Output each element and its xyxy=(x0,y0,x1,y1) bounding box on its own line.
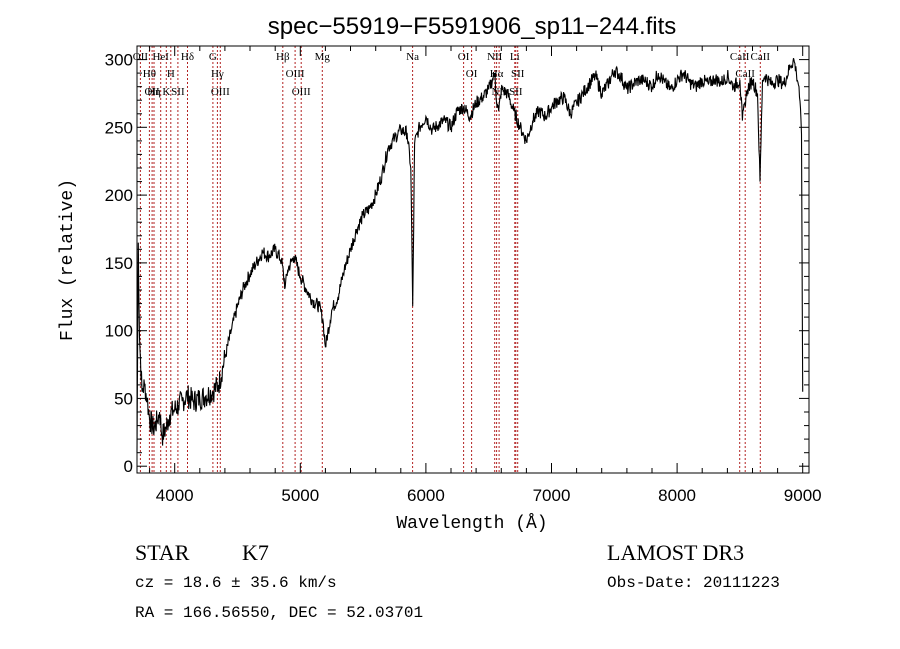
y-tick-label-5: 250 xyxy=(105,118,133,137)
x-tick-label-2: 6000 xyxy=(407,486,445,505)
object-subclass: K7 xyxy=(242,540,269,565)
line-markers xyxy=(139,46,761,473)
x-tick-label-1: 5000 xyxy=(281,486,319,505)
x-tick-label-3: 7000 xyxy=(533,486,571,505)
x-tick-label-4: 8000 xyxy=(658,486,696,505)
marker-label-0: OII xyxy=(133,51,149,63)
y-tick-label-1: 50 xyxy=(114,389,133,408)
marker-label-7: SII xyxy=(171,86,185,98)
y-tick-label-3: 150 xyxy=(105,254,133,273)
coordinates-readout: RA = 166.56550, DEC = 52.03701 xyxy=(135,604,424,622)
survey-name: LAMOST DR3 xyxy=(607,540,745,565)
object-class: STAR xyxy=(135,540,190,565)
marker-label-25: CaII xyxy=(730,51,750,63)
chart-title: spec−55919−F5591906_sp11−244.fits xyxy=(268,13,677,40)
marker-label-10: Hγ xyxy=(211,68,224,80)
marker-label-14: OIII xyxy=(292,86,311,98)
marker-label-8: Hδ xyxy=(181,51,194,63)
x-axis-label: Wavelength (Å) xyxy=(396,513,547,534)
y-tick-label-2: 100 xyxy=(105,322,133,341)
marker-label-9: G xyxy=(209,51,217,63)
marker-label-23: SII xyxy=(509,86,523,98)
x-tick-label-0: 4000 xyxy=(156,486,194,505)
marker-label-19: NII xyxy=(487,51,503,63)
marker-label-5: K xyxy=(162,86,170,98)
marker-label-12: Hβ xyxy=(276,51,290,63)
y-tick-label-4: 200 xyxy=(105,186,133,205)
spectrum-line xyxy=(136,58,804,453)
marker-label-2: OII xyxy=(144,86,160,98)
marker-label-20: Hα xyxy=(490,68,504,80)
marker-label-13: OIII xyxy=(286,68,305,80)
marker-label-26: CaII xyxy=(735,68,755,80)
marker-label-27: CaII xyxy=(751,51,771,63)
y-axis-label: Flux (relative) xyxy=(58,179,78,341)
marker-label-22: Li xyxy=(510,51,520,63)
marker-label-1: Hθ xyxy=(143,68,156,80)
marker-label-16: Na xyxy=(406,51,419,63)
y-tick-label-6: 300 xyxy=(105,51,133,70)
y-tick-label-0: 0 xyxy=(124,457,133,476)
x-tick-label-5: 9000 xyxy=(784,486,822,505)
marker-label-24: SII xyxy=(511,68,525,80)
redshift-readout: cz = 18.6 ± 35.6 km/s xyxy=(135,574,337,592)
marker-label-15: Mg xyxy=(315,51,331,63)
marker-label-4: HeI xyxy=(152,51,169,63)
marker-label-18: OI xyxy=(466,68,478,80)
marker-label-11: OIII xyxy=(211,86,230,98)
marker-label-3: Hη xyxy=(147,86,161,98)
observation-date: Obs-Date: 20111223 xyxy=(607,574,780,592)
marker-label-6: H xyxy=(167,68,175,80)
plot-frame xyxy=(136,45,810,474)
marker-label-17: OI xyxy=(458,51,470,63)
y-axis-ticks: 0 50 100 150 200 250 300 xyxy=(105,45,809,476)
x-axis-ticks: 4000 5000 6000 7000 8000 9000 xyxy=(149,46,822,505)
